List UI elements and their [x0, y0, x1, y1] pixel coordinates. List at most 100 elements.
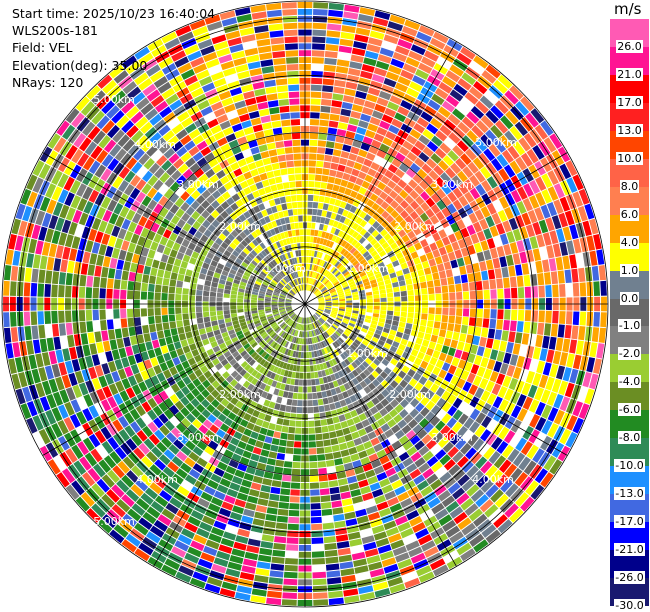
range-gate	[75, 96, 90, 112]
range-gate	[367, 208, 376, 217]
range-gate	[229, 211, 238, 221]
range-gate	[430, 479, 443, 491]
range-gate	[262, 376, 270, 384]
range-gate	[454, 275, 462, 284]
range-gate	[385, 205, 395, 214]
range-gate	[311, 77, 323, 85]
range-gate	[283, 286, 290, 292]
range-gate	[334, 177, 342, 186]
range-gate	[407, 245, 416, 254]
range-gate	[191, 210, 201, 220]
range-gate	[332, 301, 339, 304]
range-gate	[234, 354, 243, 362]
range-gate	[149, 482, 163, 495]
range-gate	[280, 112, 291, 120]
range-gate	[85, 309, 93, 321]
range-gate	[523, 321, 531, 334]
range-ring-label: 5.00km	[93, 515, 135, 528]
range-gate	[535, 401, 546, 416]
range-gate	[535, 260, 543, 274]
range-gate	[402, 157, 414, 168]
range-gate	[248, 277, 256, 283]
range-gate	[213, 490, 226, 501]
range-gate	[26, 174, 38, 191]
range-gate	[390, 325, 398, 331]
range-gate	[275, 522, 288, 530]
range-gate	[326, 30, 341, 38]
range-gate	[484, 504, 499, 518]
colorbar-tick-label: 1.0	[619, 263, 640, 277]
range-gate	[353, 437, 363, 446]
range-gate	[354, 565, 369, 574]
range-gate	[363, 214, 372, 222]
range-gate	[211, 399, 220, 408]
range-gate	[33, 194, 44, 210]
range-gate	[423, 245, 432, 254]
range-gate	[264, 79, 276, 88]
range-gate	[200, 234, 209, 243]
range-gate	[198, 374, 207, 383]
range-gate	[319, 119, 329, 127]
range-gate	[318, 298, 325, 301]
range-gate	[578, 403, 590, 420]
range-gate	[274, 315, 281, 320]
range-gate	[316, 258, 321, 266]
range-gate	[365, 469, 376, 479]
range-gate	[241, 278, 248, 284]
range-gate	[230, 229, 239, 238]
range-gate	[320, 285, 326, 291]
range-gate	[223, 181, 233, 191]
range-gate	[305, 331, 308, 338]
range-gate	[262, 224, 270, 232]
range-gate	[441, 315, 449, 323]
range-gate	[171, 170, 182, 181]
range-gate	[173, 258, 182, 267]
range-gate	[298, 379, 303, 386]
range-gate	[385, 375, 394, 384]
range-gate	[120, 318, 128, 328]
range-gate	[210, 341, 218, 348]
range-gate	[308, 351, 312, 358]
range-gate	[102, 256, 111, 268]
range-gate	[163, 409, 174, 420]
range-gate	[380, 379, 390, 389]
range-gate	[328, 248, 335, 256]
range-gate	[282, 592, 297, 600]
range-gate	[88, 433, 101, 448]
range-gate	[38, 412, 50, 428]
range-gate	[306, 372, 311, 379]
range-gate	[394, 112, 407, 123]
range-gate	[177, 326, 185, 335]
range-gate	[351, 231, 359, 239]
range-gate	[124, 366, 134, 378]
range-gate	[184, 457, 196, 468]
range-gate	[336, 471, 347, 480]
range-gate	[268, 284, 275, 290]
range-gate	[401, 365, 410, 374]
range-gate	[406, 284, 414, 291]
range-gate	[288, 516, 300, 524]
range-gate	[313, 337, 317, 344]
range-gate	[364, 174, 374, 183]
range-gate	[490, 105, 504, 119]
range-gate	[291, 371, 296, 379]
range-gate	[113, 433, 125, 446]
range-gate	[68, 372, 78, 387]
range-gate	[376, 325, 384, 332]
range-gate	[312, 314, 317, 321]
range-gate	[444, 372, 454, 383]
range-gate	[181, 360, 190, 370]
range-gate	[233, 279, 241, 285]
range-gate	[306, 365, 311, 372]
range-gate	[332, 342, 338, 349]
range-gate	[379, 266, 387, 273]
range-gate	[195, 565, 211, 576]
range-gate	[298, 285, 302, 292]
range-gate	[359, 258, 367, 265]
range-gate	[326, 570, 341, 578]
range-gate	[397, 521, 411, 532]
range-gate	[200, 333, 208, 341]
range-gate	[226, 155, 237, 165]
range-gate	[510, 391, 521, 405]
range-gate	[137, 361, 146, 372]
